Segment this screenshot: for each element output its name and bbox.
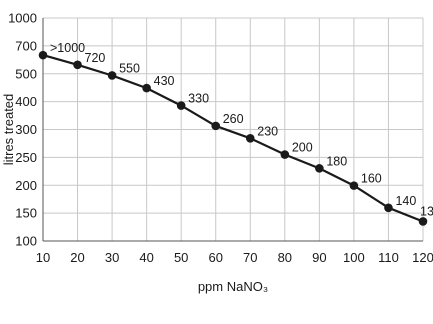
data-label: 550 bbox=[119, 61, 140, 75]
y-tick-label: 700 bbox=[15, 38, 37, 53]
y-axis-title: litres treated bbox=[1, 94, 16, 166]
data-point bbox=[211, 121, 221, 131]
data-point bbox=[142, 83, 151, 93]
data-label: 430 bbox=[154, 74, 175, 88]
data-point bbox=[107, 71, 117, 80]
x-tick-label: 30 bbox=[105, 250, 119, 265]
data-label: >1000 bbox=[50, 41, 85, 55]
data-label: 140 bbox=[395, 194, 416, 208]
x-tick-label: 70 bbox=[243, 250, 257, 265]
y-tick-label: 100 bbox=[15, 234, 37, 249]
data-point bbox=[38, 50, 48, 60]
data-label: 260 bbox=[223, 112, 244, 126]
y-tick-label: 500 bbox=[15, 66, 37, 81]
y-tick-label: 250 bbox=[15, 150, 37, 165]
data-label: 200 bbox=[292, 141, 313, 155]
x-tick-label: 50 bbox=[174, 250, 188, 265]
x-tick-label: 10 bbox=[36, 250, 50, 265]
data-label: 130 bbox=[420, 204, 433, 218]
data-point bbox=[73, 60, 82, 70]
data-label: 330 bbox=[188, 92, 209, 106]
data-point bbox=[176, 101, 186, 110]
x-tick-label: 40 bbox=[139, 250, 153, 265]
grid-lines bbox=[42, 17, 424, 242]
x-tick-label: 20 bbox=[70, 250, 84, 265]
data-point bbox=[315, 164, 324, 173]
series-line-layer bbox=[42, 54, 424, 223]
data-point bbox=[418, 217, 428, 226]
data-label: 230 bbox=[257, 124, 278, 138]
data-points-layer bbox=[38, 50, 428, 226]
x-tick-label: 110 bbox=[378, 250, 399, 265]
x-tick-label: 90 bbox=[312, 250, 326, 265]
y-tick-label: 400 bbox=[15, 94, 37, 109]
data-point bbox=[280, 150, 290, 159]
x-tick-label: 120 bbox=[412, 250, 433, 265]
data-point bbox=[349, 181, 359, 190]
x-tick-label: 80 bbox=[278, 250, 292, 265]
data-point bbox=[384, 203, 393, 213]
y-tick-label: 300 bbox=[15, 122, 37, 137]
y-tick-label: 1000 bbox=[8, 11, 37, 26]
series-line bbox=[42, 54, 424, 223]
data-point bbox=[245, 134, 255, 143]
x-tick-label: 100 bbox=[343, 250, 365, 265]
y-tick-label: 150 bbox=[15, 206, 37, 221]
data-label: 720 bbox=[85, 51, 106, 65]
data-label: 180 bbox=[326, 154, 347, 168]
x-tick-label: 60 bbox=[208, 250, 222, 265]
y-tick-label: 200 bbox=[15, 178, 37, 193]
x-axis-title: ppm NaNO₃ bbox=[198, 279, 268, 294]
data-label: 160 bbox=[361, 172, 382, 186]
tick-labels-layer: 100 150 200 250 300 400 500 700 1000 10 20 30 40 50 60… bbox=[8, 11, 433, 266]
